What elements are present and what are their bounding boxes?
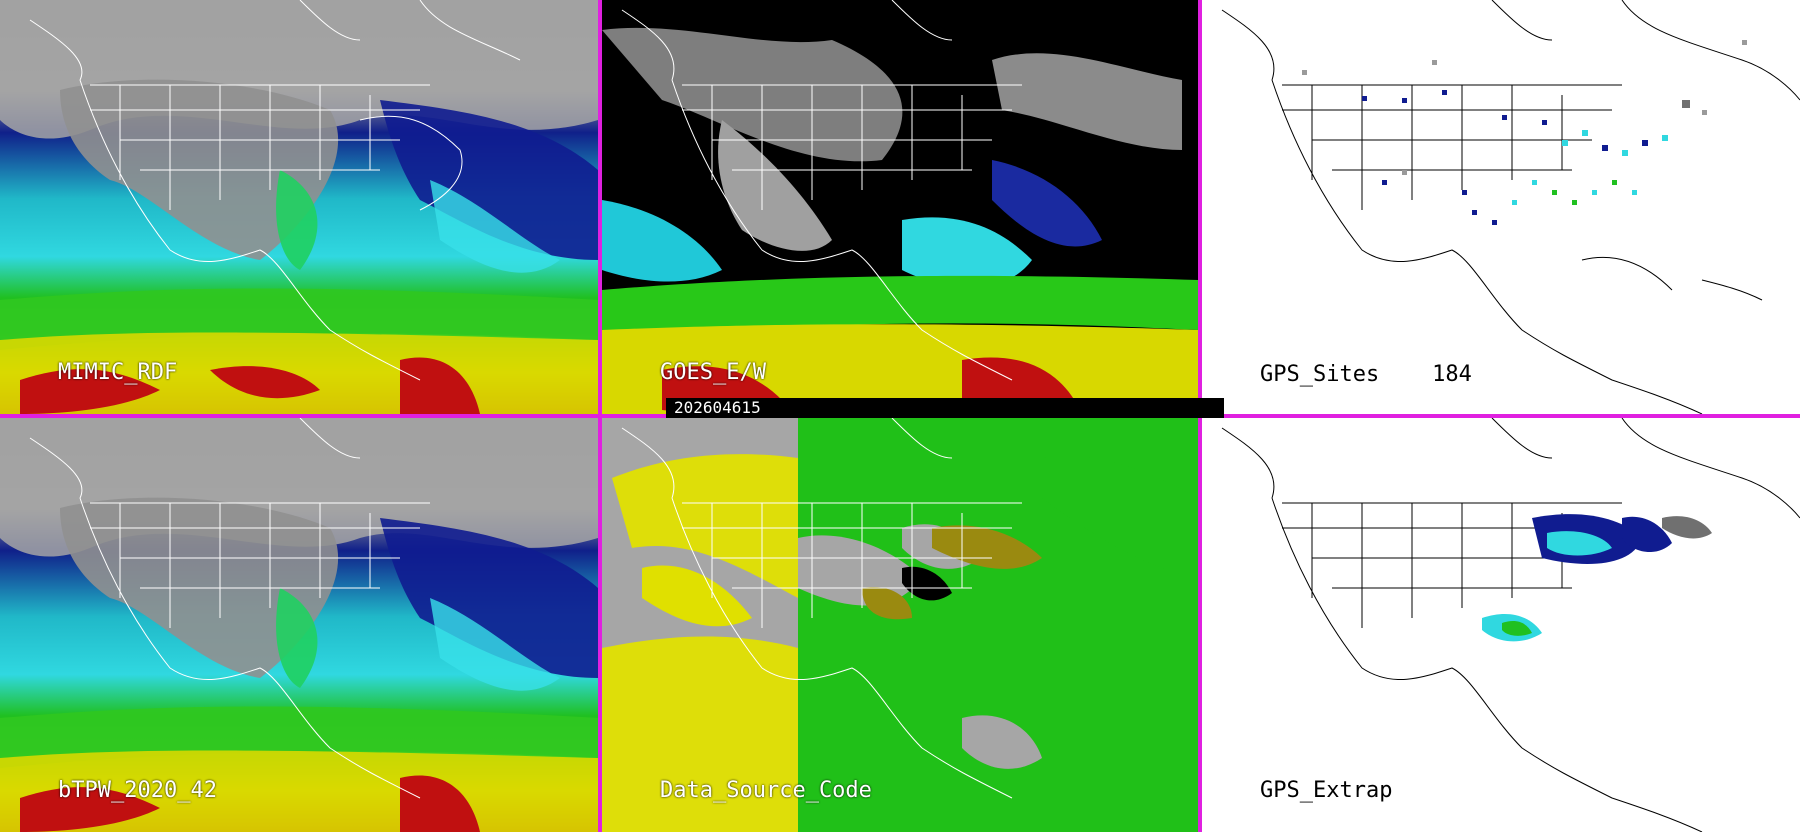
gps-sites-map bbox=[1202, 0, 1800, 414]
panel-label: bTPW_2020_42 bbox=[58, 778, 217, 803]
panel-mimic-rdf: MIMIC_RDF bbox=[0, 0, 598, 414]
panel-gps-extrap: GPS_Extrap bbox=[1202, 418, 1800, 832]
panel-label: GOES_E/W bbox=[660, 360, 766, 385]
panel-label: GPS_Extrap bbox=[1260, 778, 1393, 803]
moisture-map-goes bbox=[602, 0, 1198, 414]
gps-extrap-map bbox=[1202, 418, 1800, 832]
panel-goes: GOES_E/W bbox=[602, 0, 1198, 414]
moisture-map-btpw bbox=[0, 418, 598, 832]
timestamp-bar: 202604615 bbox=[666, 398, 1224, 418]
panel-btpw: bTPW_2020_42 bbox=[0, 418, 598, 832]
panel-data-source-code: Data_Source_Code bbox=[602, 418, 1198, 832]
data-source-map bbox=[602, 418, 1198, 832]
panel-label: GPS_Sites 184 bbox=[1260, 362, 1472, 387]
panel-label: MIMIC_RDF bbox=[58, 360, 178, 385]
moisture-map-mimic bbox=[0, 0, 598, 414]
gps-site-markers bbox=[1302, 40, 1747, 225]
panel-gps-sites: GPS_Sites 184 bbox=[1202, 0, 1800, 414]
panel-label: Data_Source_Code bbox=[660, 778, 872, 803]
